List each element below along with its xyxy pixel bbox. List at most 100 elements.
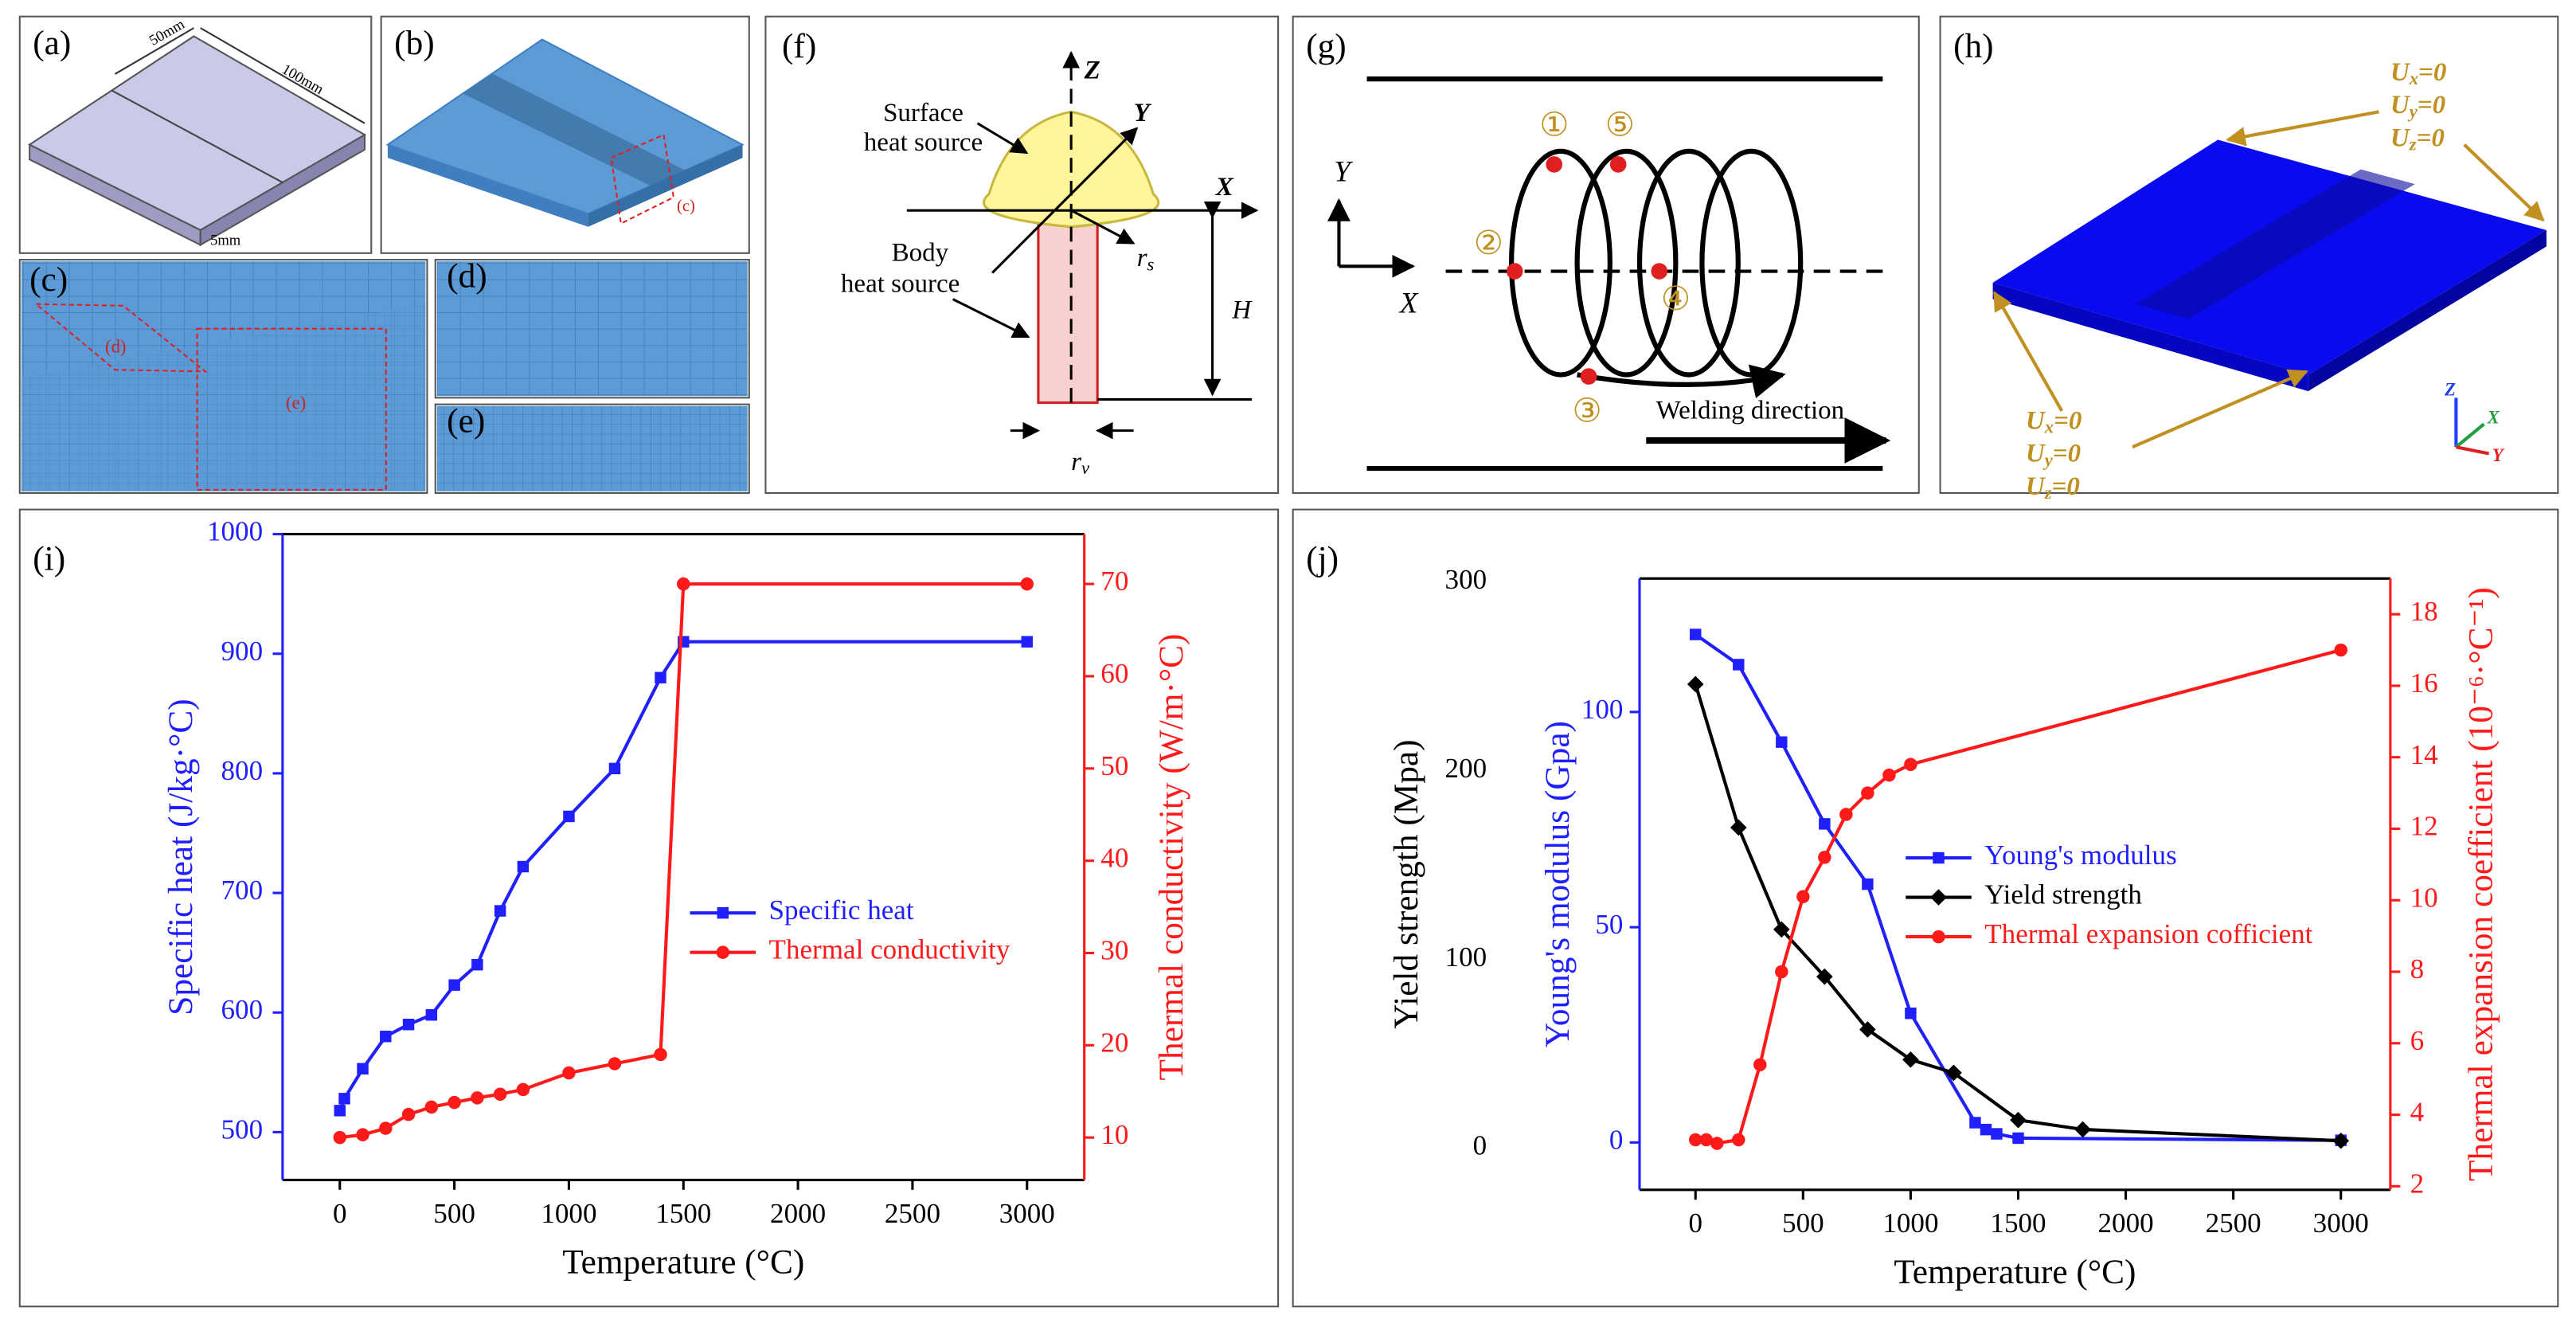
series-line bbox=[339, 582, 1027, 1140]
triad-x bbox=[2455, 422, 2485, 448]
label: heat source bbox=[841, 270, 960, 299]
marker bbox=[1991, 1128, 2003, 1140]
y-tick-label: 0 bbox=[1473, 1130, 1487, 1161]
constraint-eq: =0 bbox=[2052, 472, 2080, 500]
constraint-label: Uz=0 bbox=[2390, 123, 2445, 155]
y-axis-label: Specific heat (J/kg·°C) bbox=[162, 699, 200, 1015]
constraint-label: Ux=0 bbox=[2390, 58, 2447, 89]
x-tick-label: 500 bbox=[1782, 1208, 1824, 1239]
y2-tick-label: 6 bbox=[2410, 1025, 2425, 1056]
constraint-sub: x bbox=[2044, 417, 2054, 437]
pointer bbox=[2463, 143, 2545, 222]
panel-label: (h) bbox=[1953, 27, 1994, 65]
y-axis-label: Yield strength (Mpa) bbox=[1387, 739, 1425, 1028]
panel-labels: (a) (b) (c) (d) (e) (f) (g) (h) (i) (j) bbox=[29, 24, 1993, 578]
marker bbox=[2074, 1121, 2091, 1138]
constraint-eq: =0 bbox=[2418, 58, 2446, 87]
constraint-sub: z bbox=[2409, 135, 2417, 155]
frame bbox=[18, 508, 1280, 1308]
marker bbox=[402, 1019, 415, 1031]
pointer bbox=[952, 298, 1030, 339]
point bbox=[1609, 156, 1627, 173]
marker bbox=[1690, 628, 1702, 640]
marker bbox=[401, 1107, 416, 1121]
constraint-base: U bbox=[2026, 406, 2046, 435]
marker bbox=[1775, 965, 1788, 979]
marker bbox=[1969, 1117, 1981, 1129]
detail-label: (c) bbox=[677, 198, 695, 215]
marker bbox=[338, 1093, 350, 1105]
pointer bbox=[1992, 291, 2064, 412]
marker bbox=[357, 1063, 369, 1075]
constraint-eq: =0 bbox=[2054, 406, 2082, 435]
point bbox=[1546, 156, 1563, 173]
plate-side bbox=[387, 144, 588, 227]
plate-top bbox=[28, 35, 367, 232]
legend-marker bbox=[1933, 851, 1945, 864]
point-label: ③ bbox=[1572, 392, 1601, 429]
marker bbox=[1862, 878, 1874, 890]
frame bbox=[434, 259, 750, 399]
panel-label: (e) bbox=[447, 401, 485, 440]
x-tick-label: 3000 bbox=[2313, 1208, 2369, 1239]
marker bbox=[1839, 808, 1853, 821]
panel-label: (c) bbox=[29, 260, 68, 299]
series-line bbox=[338, 640, 1027, 1112]
label: Body bbox=[892, 238, 949, 267]
marker bbox=[1733, 659, 1745, 671]
weld-zone bbox=[2136, 169, 2415, 319]
y3-tick-label: 100 bbox=[1581, 694, 1624, 725]
y-tick-label: 1000 bbox=[207, 516, 263, 547]
marker bbox=[563, 810, 575, 823]
constraint-base: U bbox=[2390, 91, 2411, 119]
legend-marker bbox=[1932, 930, 1945, 944]
marker bbox=[1732, 1133, 1745, 1147]
marker bbox=[608, 762, 621, 775]
symbol-base: r bbox=[1071, 447, 1081, 476]
x-tick-label: 1000 bbox=[541, 1198, 596, 1229]
constraint-base: U bbox=[2390, 58, 2411, 87]
x-tick-label: 2500 bbox=[885, 1198, 940, 1229]
constraint-eq: =0 bbox=[2418, 91, 2445, 119]
x-axis-label: Temperature (°C) bbox=[1894, 1253, 2136, 1291]
triad-label: X bbox=[2487, 407, 2500, 427]
point bbox=[1580, 368, 1597, 385]
marker bbox=[655, 671, 666, 684]
y2-tick-label: 14 bbox=[2410, 739, 2438, 770]
marker bbox=[425, 1008, 438, 1021]
panel-frames bbox=[18, 15, 2559, 1308]
detail-box bbox=[33, 303, 208, 373]
marker bbox=[1945, 1064, 1962, 1082]
symbol-sub: v bbox=[1081, 458, 1090, 478]
y2-tick-label: 18 bbox=[2410, 596, 2438, 627]
label: Surface bbox=[883, 99, 964, 127]
frame bbox=[18, 259, 428, 495]
marker bbox=[1861, 786, 1874, 800]
y-tick-label: 800 bbox=[221, 755, 264, 786]
point bbox=[1651, 263, 1668, 280]
constraint-base: U bbox=[2026, 439, 2046, 468]
x-tick-label: 0 bbox=[333, 1198, 347, 1229]
constraint-eq: =0 bbox=[2417, 123, 2445, 152]
legend-marker bbox=[1930, 889, 1947, 906]
frame bbox=[1939, 15, 2559, 495]
constraint-sub: x bbox=[2409, 68, 2418, 88]
marker bbox=[1710, 1137, 1724, 1150]
dimension bbox=[200, 27, 365, 124]
frame bbox=[434, 403, 750, 495]
point bbox=[1506, 263, 1523, 280]
y3-tick-label: 0 bbox=[1609, 1124, 1624, 1155]
marker bbox=[448, 979, 460, 991]
axis-label: X bbox=[1398, 287, 1419, 319]
marker bbox=[471, 958, 483, 971]
marker bbox=[677, 577, 690, 591]
y2-tick-label: 30 bbox=[1100, 935, 1128, 966]
heat-source bbox=[906, 50, 1259, 440]
panel-label: (g) bbox=[1306, 27, 1347, 65]
y2-tick-label: 60 bbox=[1100, 658, 1128, 689]
y2-axis-label: Thermal conductivity (W/m·°C) bbox=[1152, 634, 1190, 1081]
triad-label: Y bbox=[2492, 445, 2505, 465]
y2-tick-label: 50 bbox=[1100, 750, 1128, 781]
legend-marker bbox=[716, 945, 730, 959]
